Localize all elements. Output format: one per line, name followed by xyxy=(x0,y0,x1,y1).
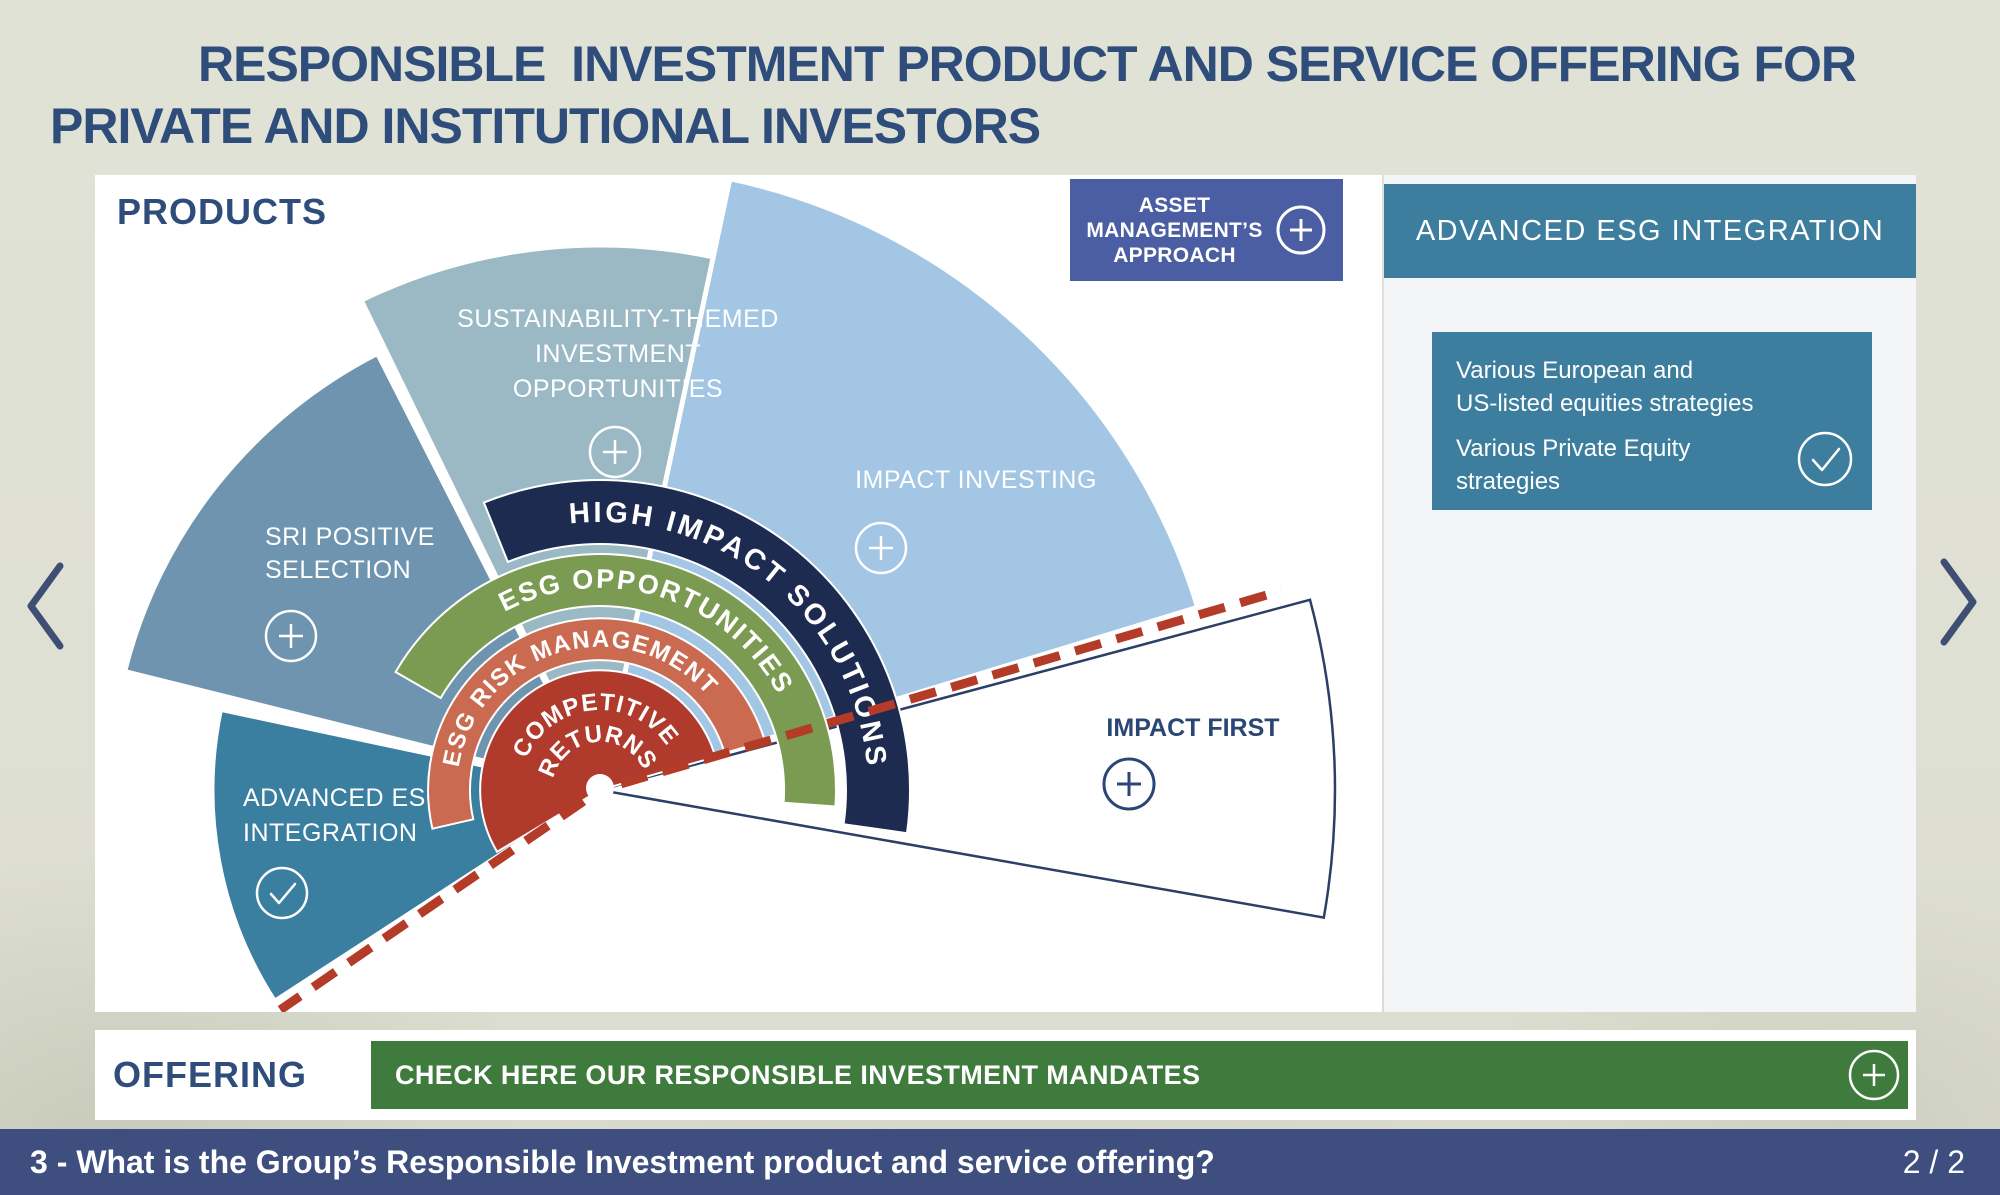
label-impact-investing: IMPACT INVESTING xyxy=(855,466,1097,494)
fan-hub xyxy=(586,774,614,802)
impact-first-dashed-divider xyxy=(277,586,1283,1012)
asset-button-line2: MANAGEMENT’S xyxy=(1086,218,1263,242)
offering-heading: OFFERING xyxy=(113,1054,307,1095)
offering-bar: OFFERING CHECK HERE OUR RESPONSIBLE INVE… xyxy=(95,1030,1916,1120)
advanced-esg-panel-title: ADVANCED ESG INTEGRATION xyxy=(1415,214,1885,247)
plus-icon-sri[interactable] xyxy=(264,609,318,663)
plus-icon-impact-investing[interactable] xyxy=(854,521,908,575)
label-sustainability-line1: SUSTAINABILITY-THEMED xyxy=(457,305,779,333)
label-sri-line2: SELECTION xyxy=(265,556,411,584)
wedge-impact-first[interactable] xyxy=(599,598,1337,920)
plus-icon-impact-first[interactable] xyxy=(1102,757,1156,811)
label-impact-first: IMPACT FIRST xyxy=(1106,714,1279,742)
label-sri-line1: SRI POSITIVE xyxy=(265,523,435,551)
plus-icon-offering-banner xyxy=(1848,1049,1900,1101)
strategy-item2-line1: Various Private Equity xyxy=(1456,435,1691,462)
band-esg-risk-management xyxy=(427,617,767,830)
label-advanced-esg-line2: INTEGRATION xyxy=(243,819,417,847)
check-icon-advanced-esg xyxy=(255,866,309,920)
next-arrow-icon[interactable] xyxy=(1938,556,1982,648)
page-indicator: 2 / 2 xyxy=(1902,1144,1965,1180)
strategy-item1-line1: Various European and xyxy=(1456,357,1694,384)
asset-management-approach-button[interactable]: ASSET MANAGEMENT’S APPROACH xyxy=(1070,179,1343,281)
offering-banner-button[interactable]: CHECK HERE OUR RESPONSIBLE INVESTMENT MA… xyxy=(371,1041,1908,1109)
advanced-esg-panel: ADVANCED ESG INTEGRATION Various Europea… xyxy=(1384,175,1916,1012)
strategy-item2-line2: strategies xyxy=(1456,468,1561,495)
strategy-box: Various European and US-listed equities … xyxy=(1432,332,1872,510)
band-esg-opportunities xyxy=(394,553,837,808)
label-sustainability-line3: OPPORTUNITIES xyxy=(513,375,723,403)
disc-competitive-returns xyxy=(479,669,717,854)
products-panel: PRODUCTS SUSTAINABILITY-THEMED INVESTMEN… xyxy=(95,175,1382,1012)
question-bar: 3 - What is the Group’s Responsible Inve… xyxy=(0,1129,2000,1195)
asset-button-line3: APPROACH xyxy=(1113,243,1236,267)
page-title-line2: PRIVATE AND INSTITUTIONAL INVESTORS xyxy=(50,98,1041,154)
offering-banner-label: CHECK HERE OUR RESPONSIBLE INVESTMENT MA… xyxy=(395,1059,1201,1090)
responsible-investment-fan-diagram: SUSTAINABILITY-THEMED INVESTMENT OPPORTU… xyxy=(121,175,1337,1012)
products-heading: PRODUCTS xyxy=(117,191,328,232)
advanced-esg-panel-header: ADVANCED ESG INTEGRATION xyxy=(1384,184,1916,278)
label-advanced-esg-line1: ADVANCED ESG xyxy=(243,784,446,812)
prev-arrow-icon[interactable] xyxy=(22,560,66,652)
strategy-item1-line2: US-listed equities strategies xyxy=(1456,390,1754,417)
plus-icon-sustainability[interactable] xyxy=(588,425,642,479)
band-high-impact-solutions xyxy=(482,479,912,835)
label-sustainability-line2: INVESTMENT xyxy=(535,340,701,368)
question-text: 3 - What is the Group’s Responsible Inve… xyxy=(30,1144,1215,1180)
check-icon-strategy-box xyxy=(1797,431,1853,487)
asset-button-line1: ASSET xyxy=(1138,193,1211,217)
page-title-line1: RESPONSIBLE INVESTMENT PRODUCT AND SERVI… xyxy=(198,36,1857,92)
plus-icon-asset-button xyxy=(1276,205,1326,255)
